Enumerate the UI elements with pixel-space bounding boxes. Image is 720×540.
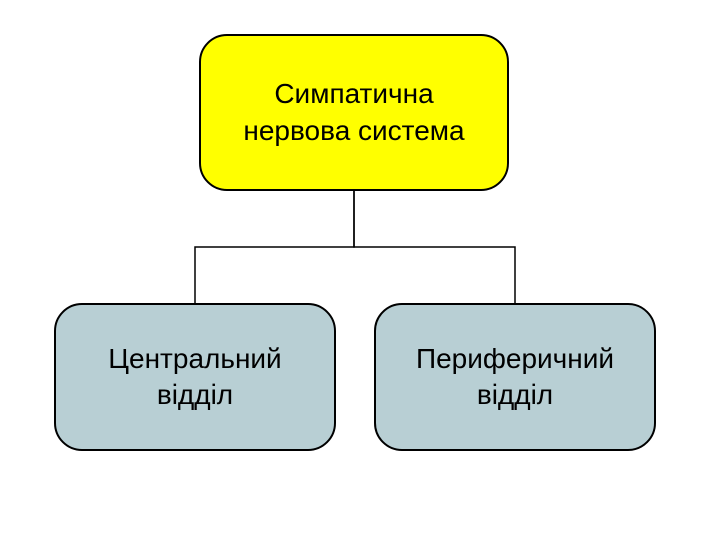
right-label-line2: відділ: [477, 379, 553, 410]
edge-root-right: [354, 191, 515, 303]
edge-root-left: [195, 191, 354, 303]
left-label-line2: відділ: [157, 379, 233, 410]
left-node-label: Центральний відділ: [108, 341, 281, 414]
root-node: Симпатична нервова система: [199, 34, 509, 191]
root-node-label: Симпатична нервова система: [243, 76, 464, 149]
root-label-line2: нервова система: [243, 115, 464, 146]
left-label-line1: Центральний: [108, 343, 281, 374]
right-node-label: Периферичний відділ: [416, 341, 614, 414]
left-child-node: Центральний відділ: [54, 303, 336, 451]
right-label-line1: Периферичний: [416, 343, 614, 374]
root-label-line1: Симпатична: [274, 78, 433, 109]
right-child-node: Периферичний відділ: [374, 303, 656, 451]
